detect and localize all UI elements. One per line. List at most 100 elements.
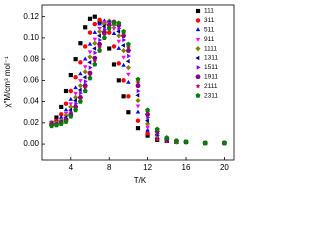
y-tick-label: 0.08 [23,54,39,63]
data-point [116,39,122,44]
data-point [92,46,97,51]
data-point [135,79,141,85]
data-point [126,72,131,77]
legend-label: 1311 [204,55,218,62]
data-point [145,107,151,113]
data-point [116,45,122,50]
data-point [135,126,141,131]
data-point [63,119,69,124]
data-point [111,62,117,67]
x-tick-label: 16 [182,163,191,172]
data-point [58,112,64,117]
data-point [107,46,112,51]
x-tick-label: 8 [107,163,112,172]
data-point [92,61,98,67]
data-point [87,41,93,46]
legend-label: 2111 [204,83,218,90]
y-tick-label: 0.00 [23,139,39,148]
data-point [73,74,78,80]
data-point [92,37,98,42]
data-point [125,65,131,71]
legend-marker [195,55,200,61]
legend-label: 511 [204,27,215,34]
data-point [116,20,122,26]
data-point [77,83,83,89]
y-tick-label: 0.12 [23,12,39,21]
data-point [106,30,112,35]
legend-marker [195,18,201,23]
data-point [121,28,127,34]
data-point [101,35,107,41]
data-point [78,60,83,65]
data-point [145,125,150,130]
data-point [82,65,88,70]
data-point [202,140,208,146]
x-tick-label: 12 [143,163,152,172]
data-point [92,58,98,64]
x-tick-label: 20 [220,163,229,172]
data-point [125,59,130,64]
legend-marker [195,8,201,14]
data-point [121,62,126,67]
data-point [183,139,189,145]
data-point [93,50,98,56]
data-point [126,94,131,99]
data-point [135,118,141,123]
data-point [59,104,64,109]
data-point [54,115,59,120]
legend-marker [195,93,201,98]
legend-marker [195,83,201,89]
data-point [78,71,83,76]
data-point [111,22,117,28]
data-point [87,30,93,35]
data-point [97,42,103,47]
data-point [121,48,127,54]
data-point [135,109,141,114]
plot-frame [41,4,235,161]
data-point [68,72,73,78]
data-point [116,61,122,66]
data-point [125,48,131,53]
data-point [97,44,103,50]
data-point [83,25,88,30]
data-point [116,78,121,83]
data-point [87,75,93,81]
data-point [92,40,98,46]
data-point [63,101,69,106]
data-point [78,79,83,83]
data-point [73,107,79,113]
legend-label: 311 [204,17,215,24]
data-point [97,21,102,26]
data-point [116,33,122,39]
data-point [73,98,77,103]
y-tick-label: 0.02 [23,118,39,127]
legend-label: 1511 [204,64,218,71]
data-point [97,33,101,39]
legend-label: 1911 [204,74,218,81]
data-point [111,27,117,31]
data-point [121,94,126,99]
data-point [122,37,127,43]
legend-marker [196,65,201,70]
data-point [97,17,102,23]
data-point [49,123,55,129]
y-tick-label: 0.04 [23,97,39,106]
data-point [125,44,131,50]
legend-label: 1111 [204,45,217,52]
data-point [145,131,150,136]
data-point [82,69,88,75]
data-point [63,107,69,112]
data-point [82,74,87,80]
data-point [82,56,88,61]
legend-marker [195,27,201,32]
data-point [92,14,97,19]
data-point [82,44,88,49]
data-point [83,79,88,84]
data-point [221,140,227,146]
data-point [145,118,149,123]
data-point [87,16,93,21]
data-point [92,55,98,61]
data-point [126,110,131,115]
y-tick-label: 0.10 [23,33,39,42]
data-point [136,88,141,94]
